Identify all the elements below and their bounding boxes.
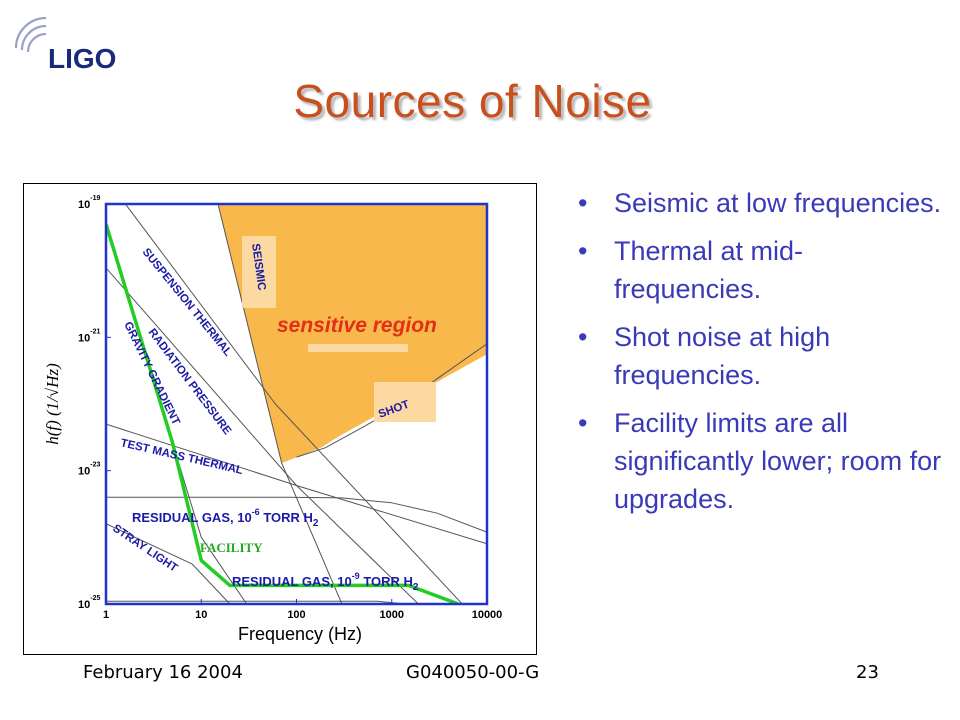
y-axis-label: h(f) (1/√Hz) <box>43 363 62 445</box>
gas6-exponent: -6 <box>252 507 260 517</box>
x-tick-label: 100 <box>287 609 305 621</box>
bullet-dot-icon: • <box>578 408 588 438</box>
bullet-dot-icon: • <box>578 322 588 352</box>
bullet-dot-icon: • <box>578 236 588 266</box>
residual-gas-6-label: RESIDUAL GAS, 10-6 TORR H2 <box>132 507 319 529</box>
gas9-prefix: RESIDUAL GAS, 10 <box>232 574 352 589</box>
facility-label: FACILITY <box>200 540 263 555</box>
curve-residual-gas-10-6-torr-h2 <box>106 496 487 533</box>
residual-gas-9-label: RESIDUAL GAS, 10-9 TORR H2 <box>232 571 419 593</box>
bullet-text: Facility limits are all significantly lo… <box>614 408 942 514</box>
gas6-prefix: RESIDUAL GAS, 10 <box>132 510 252 525</box>
curve-radiation-pressure <box>106 267 420 604</box>
bullet-item: • Seismic at low frequencies. <box>578 184 948 222</box>
slide-title: Sources of Noise <box>293 75 652 127</box>
bullet-dot-icon: • <box>578 188 588 218</box>
bullet-text: Seismic at low frequencies. <box>614 188 942 218</box>
x-axis-ticks: 1 10 100 1000 10000 <box>103 599 502 621</box>
gas6-torr: TORR H <box>260 510 313 525</box>
y-tick-label: 10-23 <box>78 462 100 478</box>
footer-page-number: 23 <box>856 662 879 683</box>
shot-label-bg <box>374 382 436 422</box>
noise-chart: 1 10 100 1000 10000 10-25 10-23 10-21 10-19 Fre… <box>23 183 537 655</box>
y-tick-label: 10-19 <box>78 195 100 211</box>
y-tick-label: 10-25 <box>78 595 100 611</box>
curve-suspension-thermal <box>125 204 463 604</box>
bullet-item: • Thermal at mid-frequencies. <box>578 232 948 308</box>
ligo-logo: LIGO <box>14 16 116 74</box>
seismic-label-bg <box>242 236 276 308</box>
bullet-item: • Shot noise at high frequencies. <box>578 318 948 394</box>
gas9-exponent: -9 <box>352 571 360 581</box>
region-label-underlay <box>308 344 408 352</box>
logo-arcs-icon <box>14 16 47 53</box>
curve-stray-light <box>106 523 231 604</box>
bullet-list: • Seismic at low frequencies. • Thermal at… <box>578 184 948 528</box>
curve-residual-gas-10-9-torr-h2 <box>106 600 411 604</box>
bullet-text: Thermal at mid-frequencies. <box>614 236 804 304</box>
curve-facility <box>106 223 459 604</box>
sensitive-region-label: sensitive region <box>277 314 437 337</box>
gas9-subscript: 2 <box>413 582 419 593</box>
bullet-text: Shot noise at high frequencies. <box>614 322 831 390</box>
x-axis-label: Frequency (Hz) <box>238 624 362 644</box>
x-tick-label: 1000 <box>380 609 404 621</box>
curve-seismic <box>217 204 343 604</box>
logo-text: LIGO <box>48 43 116 74</box>
footer-document-id: G040050-00-G <box>406 662 540 683</box>
bullet-item: • Facility limits are all significantly l… <box>578 404 948 518</box>
footer-date: February 16 2004 <box>83 662 243 683</box>
gas6-subscript: 2 <box>313 518 319 529</box>
noise-curves <box>106 204 487 604</box>
x-tick-label: 10000 <box>472 609 503 621</box>
y-axis-ticks: 10-25 10-23 10-21 10-19 <box>78 195 111 611</box>
x-tick-label: 10 <box>195 609 207 621</box>
gas9-torr: TORR H <box>360 574 413 589</box>
x-tick-label: 1 <box>103 609 109 621</box>
y-tick-label: 10-21 <box>78 328 100 344</box>
